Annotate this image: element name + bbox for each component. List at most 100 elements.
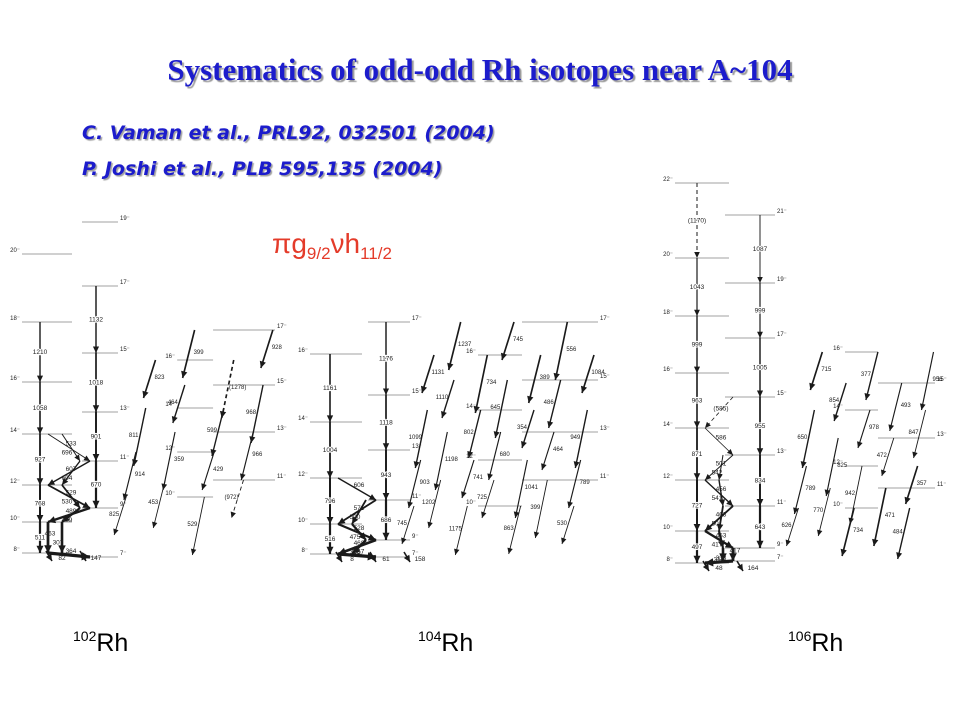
side-band-arrow-head	[880, 469, 887, 476]
side-band-arrow-line	[849, 465, 863, 525]
side-spin-label: 13⁻	[277, 426, 287, 432]
yrast-e2-label: 768	[35, 501, 46, 508]
partner-e2-arrow-head	[92, 405, 100, 412]
side-band-arrow-head	[122, 493, 129, 500]
partner-spin-label: 15⁻	[120, 347, 130, 353]
yrast-e2-label: 516	[325, 536, 336, 543]
partner-m1-arrow-head	[719, 499, 726, 506]
side-band-label: 357	[917, 481, 928, 487]
yrast-e2-arrow-head	[326, 517, 334, 524]
side-band-label: 1041	[525, 485, 539, 491]
side-band-arrow-head	[161, 483, 168, 490]
side-band-arrow-head	[171, 415, 178, 423]
m1-label: 333	[716, 555, 727, 562]
partner-spin-label: 15⁻	[777, 391, 787, 397]
side-band-arrow-head	[219, 410, 227, 418]
yrast-e2-arrow-head	[693, 524, 701, 531]
m1-arrow-head	[705, 523, 713, 531]
m1-label: 607	[66, 466, 77, 473]
side-spin-label: 14⁻	[165, 402, 175, 408]
yrast-e2-arrow-head	[694, 309, 700, 316]
yrast-e2-label: 1043	[690, 284, 705, 291]
side-band-arrow-head	[553, 372, 560, 380]
side-band-label: 484	[893, 530, 904, 536]
m1-arrow-head	[726, 449, 733, 455]
partner-e2-arrow-head	[756, 390, 764, 397]
yrast-spin-label: 10⁻	[298, 518, 308, 524]
side-band-arrow-head	[507, 547, 513, 554]
side-band-arrow-head	[527, 395, 534, 403]
side-band-label: 734	[486, 380, 497, 386]
yrast-e2-arrow-head	[36, 427, 44, 434]
configuration-label: πg9/2νh11/2	[272, 228, 392, 264]
side-spin-label: 16⁻	[165, 354, 175, 360]
m1-label: 529	[66, 490, 77, 497]
side-band-label: 399	[194, 350, 205, 356]
isotope-mass-104: 104	[418, 628, 442, 644]
side-band-arrow-head	[142, 390, 149, 398]
side-band-label: 530	[557, 521, 568, 527]
reference-joshi: P. Joshi et al., PLB 595,135 (2004)	[82, 158, 443, 180]
yrast-spin-label: 12⁻	[663, 474, 673, 480]
partner-m1-label: 604	[62, 475, 73, 482]
side-band-arrow-line	[191, 496, 205, 556]
yrast-e2-arrow-head	[693, 555, 701, 563]
partner-e2-arrow-head	[382, 493, 390, 500]
side-spin-label: 13⁻	[937, 432, 947, 438]
isotope-label-104rh: 104Rh	[418, 628, 473, 658]
m1-arrow-head	[705, 558, 714, 567]
side-band-arrow-line	[508, 505, 522, 555]
side-band-arrow-head	[230, 511, 236, 518]
m1-arrow-line	[704, 427, 734, 456]
side-band-arrow-head	[824, 489, 831, 496]
partner-e2-label: 999	[755, 308, 766, 315]
partner-e2-label: 1005	[753, 365, 768, 372]
side-spin-label: 10⁻	[833, 502, 843, 508]
side-spin-label: 16⁻	[833, 346, 843, 352]
partner-spin-label: 21⁻	[777, 209, 787, 215]
partner-m1-arrow-head	[358, 532, 366, 540]
config-nu-sub: 11/2	[360, 244, 392, 263]
side-band-label: 1237	[458, 342, 472, 348]
m1-arrow-head	[724, 541, 733, 548]
partner-m1-arrow-head	[74, 454, 80, 461]
side-band-arrow-head	[190, 548, 197, 555]
side-band-arrow-head	[420, 385, 428, 393]
side-spin-label: 12⁻	[165, 446, 175, 452]
partner-m1-label: 541	[712, 495, 723, 502]
side-band-label: 789	[805, 486, 816, 492]
m1-arrow-head	[48, 516, 57, 524]
partner-m1-label: 307	[53, 540, 64, 547]
side-band-arrow-head	[533, 531, 540, 538]
side-band-label: 949	[570, 435, 581, 441]
side-band-label: 847	[909, 430, 920, 436]
yrast-spin-label: 14⁻	[663, 422, 673, 428]
partner-spin-label: 7⁻	[412, 551, 419, 557]
side-band-arrow-head	[541, 463, 547, 470]
side-band-label: 1084	[591, 370, 605, 376]
config-nu: ν	[330, 228, 345, 259]
side-band-label: 1202	[422, 500, 436, 506]
side-band-arrow-head	[809, 382, 816, 390]
side-band-arrow-head	[919, 403, 926, 410]
partner-e2-arrow-head	[757, 331, 763, 338]
side-band-label: 770	[813, 508, 824, 514]
side-spin-label: 11⁻	[277, 474, 286, 480]
side-spin-label: 12⁻	[833, 460, 843, 466]
side-band-arrow-line	[889, 382, 903, 432]
m1-arrow-head	[368, 494, 376, 500]
low-energy-label: 8	[350, 556, 354, 563]
side-band-arrow-head	[888, 424, 895, 431]
yrast-spin-label: 22⁻	[663, 177, 673, 183]
partner-e2-arrow-head	[382, 532, 390, 540]
m1-label: 468	[354, 540, 365, 547]
side-band-arrow-line	[113, 496, 127, 536]
m1-arrow-line	[47, 506, 91, 524]
side-band-arrow-head	[833, 413, 839, 421]
partner-m1-arrow-head	[717, 473, 723, 480]
low-energy-label: 164	[748, 565, 759, 572]
side-band-label: 1099	[409, 435, 423, 441]
yrast-e2-arrow-head	[326, 471, 334, 478]
yrast-spin-label: 20⁻	[663, 252, 673, 258]
partner-e2-arrow-head	[756, 499, 764, 506]
